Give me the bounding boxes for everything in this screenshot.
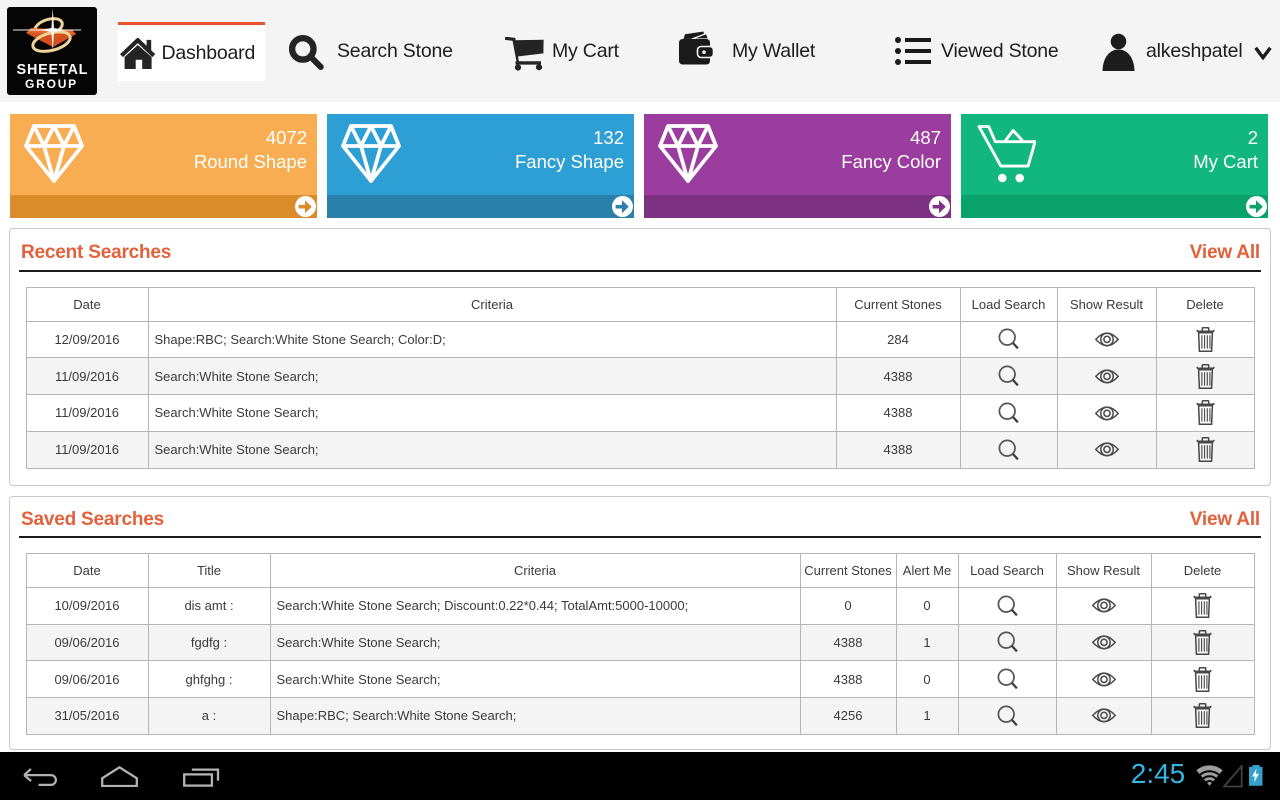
svg-text:GROUP: GROUP xyxy=(25,77,78,91)
svg-text:SHEETAL: SHEETAL xyxy=(17,62,89,78)
